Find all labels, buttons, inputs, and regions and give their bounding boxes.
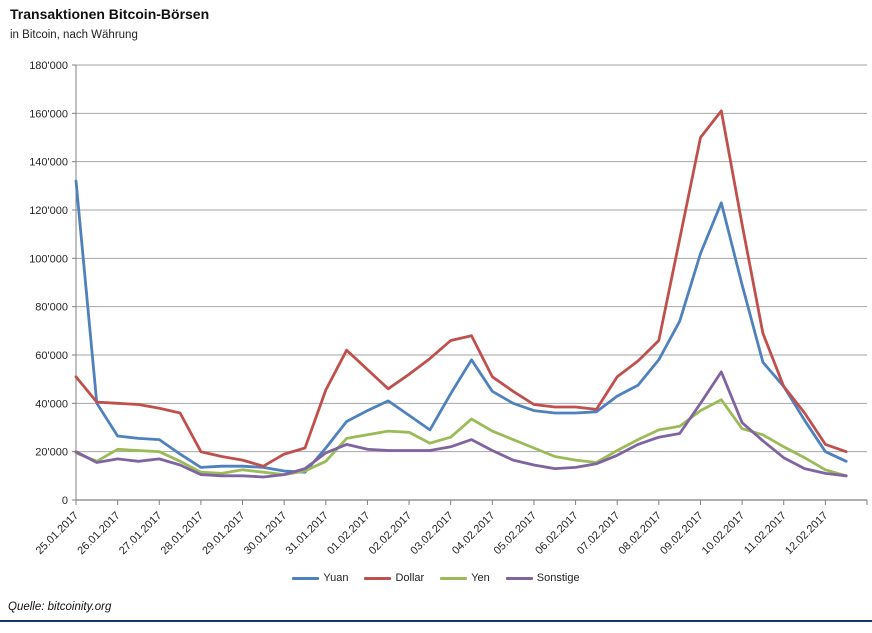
x-axis-label: 05.02.2017 bbox=[492, 510, 539, 557]
x-axis-label: 07.02.2017 bbox=[575, 510, 622, 557]
y-axis-label: 80'000 bbox=[35, 302, 68, 314]
legend-label: Sonstige bbox=[536, 572, 580, 584]
x-axis-label: 10.02.2017 bbox=[700, 510, 747, 557]
series-line-yen bbox=[74, 398, 848, 478]
y-axis-label: 160'000 bbox=[29, 108, 68, 120]
legend-swatch bbox=[440, 576, 468, 580]
x-axis-label: 02.02.2017 bbox=[367, 510, 414, 557]
legend-item-sonstige: Sonstige bbox=[505, 572, 580, 584]
y-axis-label: 140'000 bbox=[29, 157, 68, 169]
y-axis-label: 120'000 bbox=[29, 205, 68, 217]
x-axis-label: 29.01.2017 bbox=[200, 510, 247, 557]
x-axis-label: 09.02.2017 bbox=[658, 510, 705, 557]
x-axis-label: 01.02.2017 bbox=[325, 510, 372, 557]
x-axis-label: 25.01.2017 bbox=[34, 510, 81, 557]
legend-swatch bbox=[364, 576, 392, 580]
x-axis-label: 06.02.2017 bbox=[533, 510, 580, 557]
y-axis-label: 0 bbox=[62, 495, 68, 507]
chart-subtitle: in Bitcoin, nach Währung bbox=[10, 29, 138, 41]
x-axis-label: 03.02.2017 bbox=[408, 510, 455, 557]
legend-item-dollar: Dollar bbox=[364, 572, 424, 584]
x-axis-label: 08.02.2017 bbox=[617, 510, 664, 557]
chart-title: Transaktionen Bitcoin-Börsen bbox=[10, 6, 210, 22]
legend-swatch bbox=[505, 576, 533, 580]
x-axis-label: 28.01.2017 bbox=[159, 510, 206, 557]
source-text: Quelle: bitcoinity.org bbox=[8, 601, 112, 613]
y-axis-label: 20'000 bbox=[35, 447, 68, 459]
x-axis-label: 31.01.2017 bbox=[283, 510, 330, 557]
legend-label: Yuan bbox=[323, 572, 349, 584]
series-line-sonstige bbox=[74, 370, 848, 479]
bottom-rule bbox=[0, 620, 872, 622]
legend-item-yuan: Yuan bbox=[292, 572, 348, 584]
x-axis-label: 27.01.2017 bbox=[117, 510, 164, 557]
series-line-dollar bbox=[74, 109, 848, 468]
x-axis-label: 30.01.2017 bbox=[242, 510, 289, 557]
legend-swatch bbox=[292, 576, 320, 580]
y-axis-label: 60'000 bbox=[35, 350, 68, 362]
series-line-yuan bbox=[74, 179, 848, 474]
legend-label: Dollar bbox=[395, 572, 425, 584]
y-axis-label: 40'000 bbox=[35, 398, 68, 410]
x-axis-label: 11.02.2017 bbox=[742, 510, 789, 557]
chart-legend: Yuan Dollar Yen Sonstige bbox=[0, 572, 872, 584]
y-axis-label: 100'000 bbox=[29, 253, 68, 265]
x-axis-label: 12.02.2017 bbox=[783, 510, 830, 557]
x-axis-label: 04.02.2017 bbox=[450, 510, 497, 557]
x-axis-label: 26.01.2017 bbox=[75, 510, 122, 557]
y-axis-label: 180'000 bbox=[29, 60, 68, 72]
legend-item-yen: Yen bbox=[440, 572, 490, 584]
legend-label: Yen bbox=[471, 572, 490, 584]
